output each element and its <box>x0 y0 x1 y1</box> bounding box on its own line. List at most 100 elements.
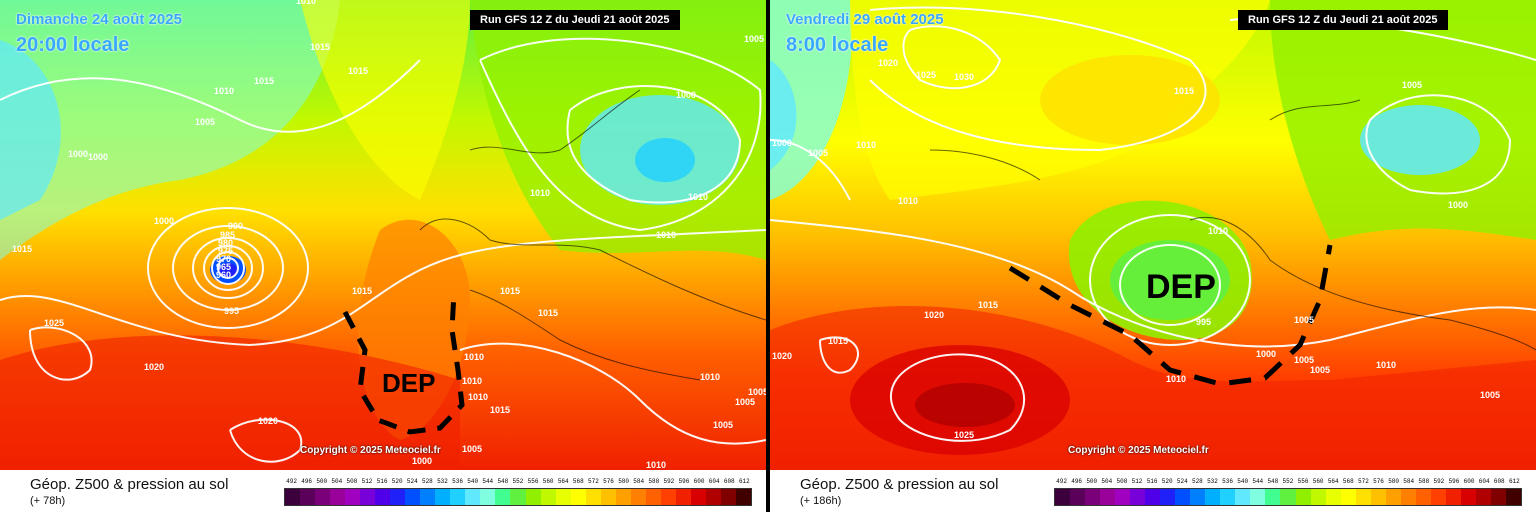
legend-title: Géop. Z500 & pression au sol <box>800 476 999 493</box>
scale-swatch <box>735 489 751 505</box>
scale-tick-label: 588 <box>648 478 660 485</box>
isobar-pressure-label: 1000 <box>412 456 432 466</box>
scale-swatch <box>315 489 331 505</box>
isobar-pressure-label: 1030 <box>954 72 974 82</box>
scale-swatch <box>1370 489 1386 505</box>
run-info: Run GFS 12 Z du Jeudi 21 août 2025 <box>470 10 680 30</box>
scale-swatch <box>525 489 541 505</box>
scale-tick-label: 508 <box>346 478 358 485</box>
scale-tick-label: 568 <box>572 478 584 485</box>
depression-label: DEP <box>382 368 436 398</box>
scale-tick-label: 492 <box>286 478 297 485</box>
scale-tick-label: 496 <box>1071 478 1083 485</box>
geopotential-map-left: 1010 1015 1015 1015 1010 1005 1000 1000 … <box>0 0 766 470</box>
isobar-pressure-label: 970 <box>216 254 231 264</box>
panel-divider <box>766 0 770 512</box>
scale-swatch <box>1085 489 1101 505</box>
scale-tick-label: 544 <box>482 478 494 485</box>
scale-tick-label: 564 <box>557 478 569 485</box>
scale-tick-label: 516 <box>376 478 388 485</box>
scale-swatch <box>1385 489 1401 505</box>
scale-swatch <box>585 489 601 505</box>
scale-tick-label: 552 <box>1282 478 1294 485</box>
isobar-pressure-label: 995 <box>224 306 239 316</box>
forecast-date: Vendredi 29 août 2025 <box>786 11 944 28</box>
scale-swatch <box>1070 489 1086 505</box>
scale-tick-label: 528 <box>421 478 433 485</box>
isobar-pressure-label: 1010 <box>1208 226 1228 236</box>
scale-swatch <box>1430 489 1446 505</box>
map-panel-left: 1010 1015 1015 1015 1010 1005 1000 1000 … <box>0 0 766 512</box>
forecast-time: 20:00 locale <box>16 34 130 56</box>
isobar-pressure-label: 1015 <box>352 286 372 296</box>
isobar-pressure-label: 1020 <box>144 362 164 372</box>
scale-tick-label: 504 <box>331 478 343 485</box>
isobar-pressure-label: 1020 <box>258 416 278 426</box>
scale-swatch <box>1100 489 1116 505</box>
isobar-pressure-label: 1005 <box>1294 315 1314 325</box>
scale-swatch <box>630 489 646 505</box>
scale-tick-label: 520 <box>391 478 403 485</box>
scale-tick-label: 580 <box>1388 478 1400 485</box>
scale-swatch <box>435 489 451 505</box>
scale-swatch <box>465 489 481 505</box>
scale-swatch <box>1505 489 1521 505</box>
scale-swatch <box>1130 489 1146 505</box>
scale-swatch <box>330 489 346 505</box>
scale-tick-label: 496 <box>301 478 313 485</box>
scale-tick-label: 592 <box>663 478 675 485</box>
scale-swatch <box>1400 489 1416 505</box>
scale-swatch <box>495 489 511 505</box>
scale-tick-label: 512 <box>1131 478 1143 485</box>
scale-swatch <box>375 489 391 505</box>
scale-tick-label: 524 <box>1176 478 1188 485</box>
scale-tick-label: 500 <box>316 478 328 485</box>
isobar-pressure-label: 1005 <box>1480 390 1500 400</box>
scale-tick-label: 552 <box>512 478 524 485</box>
scale-tick-label: 588 <box>1418 478 1430 485</box>
isobar-pressure-label: 1005 <box>1294 355 1314 365</box>
scale-tick-label: 512 <box>361 478 373 485</box>
isobar-pressure-label: 1005 <box>735 397 755 407</box>
isobar-pressure-label: 1005 <box>808 148 828 158</box>
scale-swatch <box>1475 489 1491 505</box>
isobar-pressure-label: 1000 <box>676 90 696 100</box>
isobar-pressure-label: 995 <box>1196 317 1211 327</box>
isobar-pressure-label: 1015 <box>538 308 558 318</box>
isobar-pressure-label: 1010 <box>1376 360 1396 370</box>
run-info: Run GFS 12 Z du Jeudi 21 août 2025 <box>1238 10 1448 30</box>
scale-swatch <box>300 489 316 505</box>
isobar-pressure-label: 1010 <box>856 140 876 150</box>
scale-tick-label: 536 <box>1222 478 1233 485</box>
isobar-pressure-label: 985 <box>220 230 235 240</box>
scale-swatch <box>1265 489 1281 505</box>
isobar-pressure-label: 1005 <box>744 34 764 44</box>
scale-tick-label: 560 <box>1312 478 1324 485</box>
scale-tick-label: 600 <box>693 478 705 485</box>
isobar-pressure-label: 1005 <box>713 420 733 430</box>
isobar-pressure-label: 1025 <box>44 318 64 328</box>
scale-tick-label: 548 <box>1267 478 1279 485</box>
isobar-pressure-label: 990 <box>228 221 243 231</box>
scale-swatch <box>600 489 616 505</box>
scale-swatch <box>555 489 571 505</box>
scale-swatch <box>450 489 466 505</box>
scale-tick-label: 508 <box>1116 478 1128 485</box>
scale-swatch <box>1235 489 1251 505</box>
scale-swatch <box>1490 489 1506 505</box>
scale-swatch <box>285 489 301 505</box>
scale-tick-label: 604 <box>1478 478 1490 485</box>
isobar-pressure-label: 1025 <box>916 70 936 80</box>
geopotential-map-right: 1020 1025 1030 1015 1010 1000 1005 1010 … <box>770 0 1536 470</box>
isobar-pressure-label: 1005 <box>748 387 766 397</box>
isobar-pressure-label: 1005 <box>1310 365 1330 375</box>
forecast-lead-time: (+ 78h) <box>30 495 66 507</box>
scale-swatch <box>720 489 736 505</box>
isobar-pressure-label: 1010 <box>700 372 720 382</box>
scale-swatch <box>1415 489 1431 505</box>
isobar-pressure-label: 1000 <box>68 149 88 159</box>
scale-tick-label: 520 <box>1161 478 1173 485</box>
scale-tick-label: 548 <box>497 478 509 485</box>
scale-swatch <box>1280 489 1296 505</box>
scale-tick-label: 596 <box>678 478 690 485</box>
